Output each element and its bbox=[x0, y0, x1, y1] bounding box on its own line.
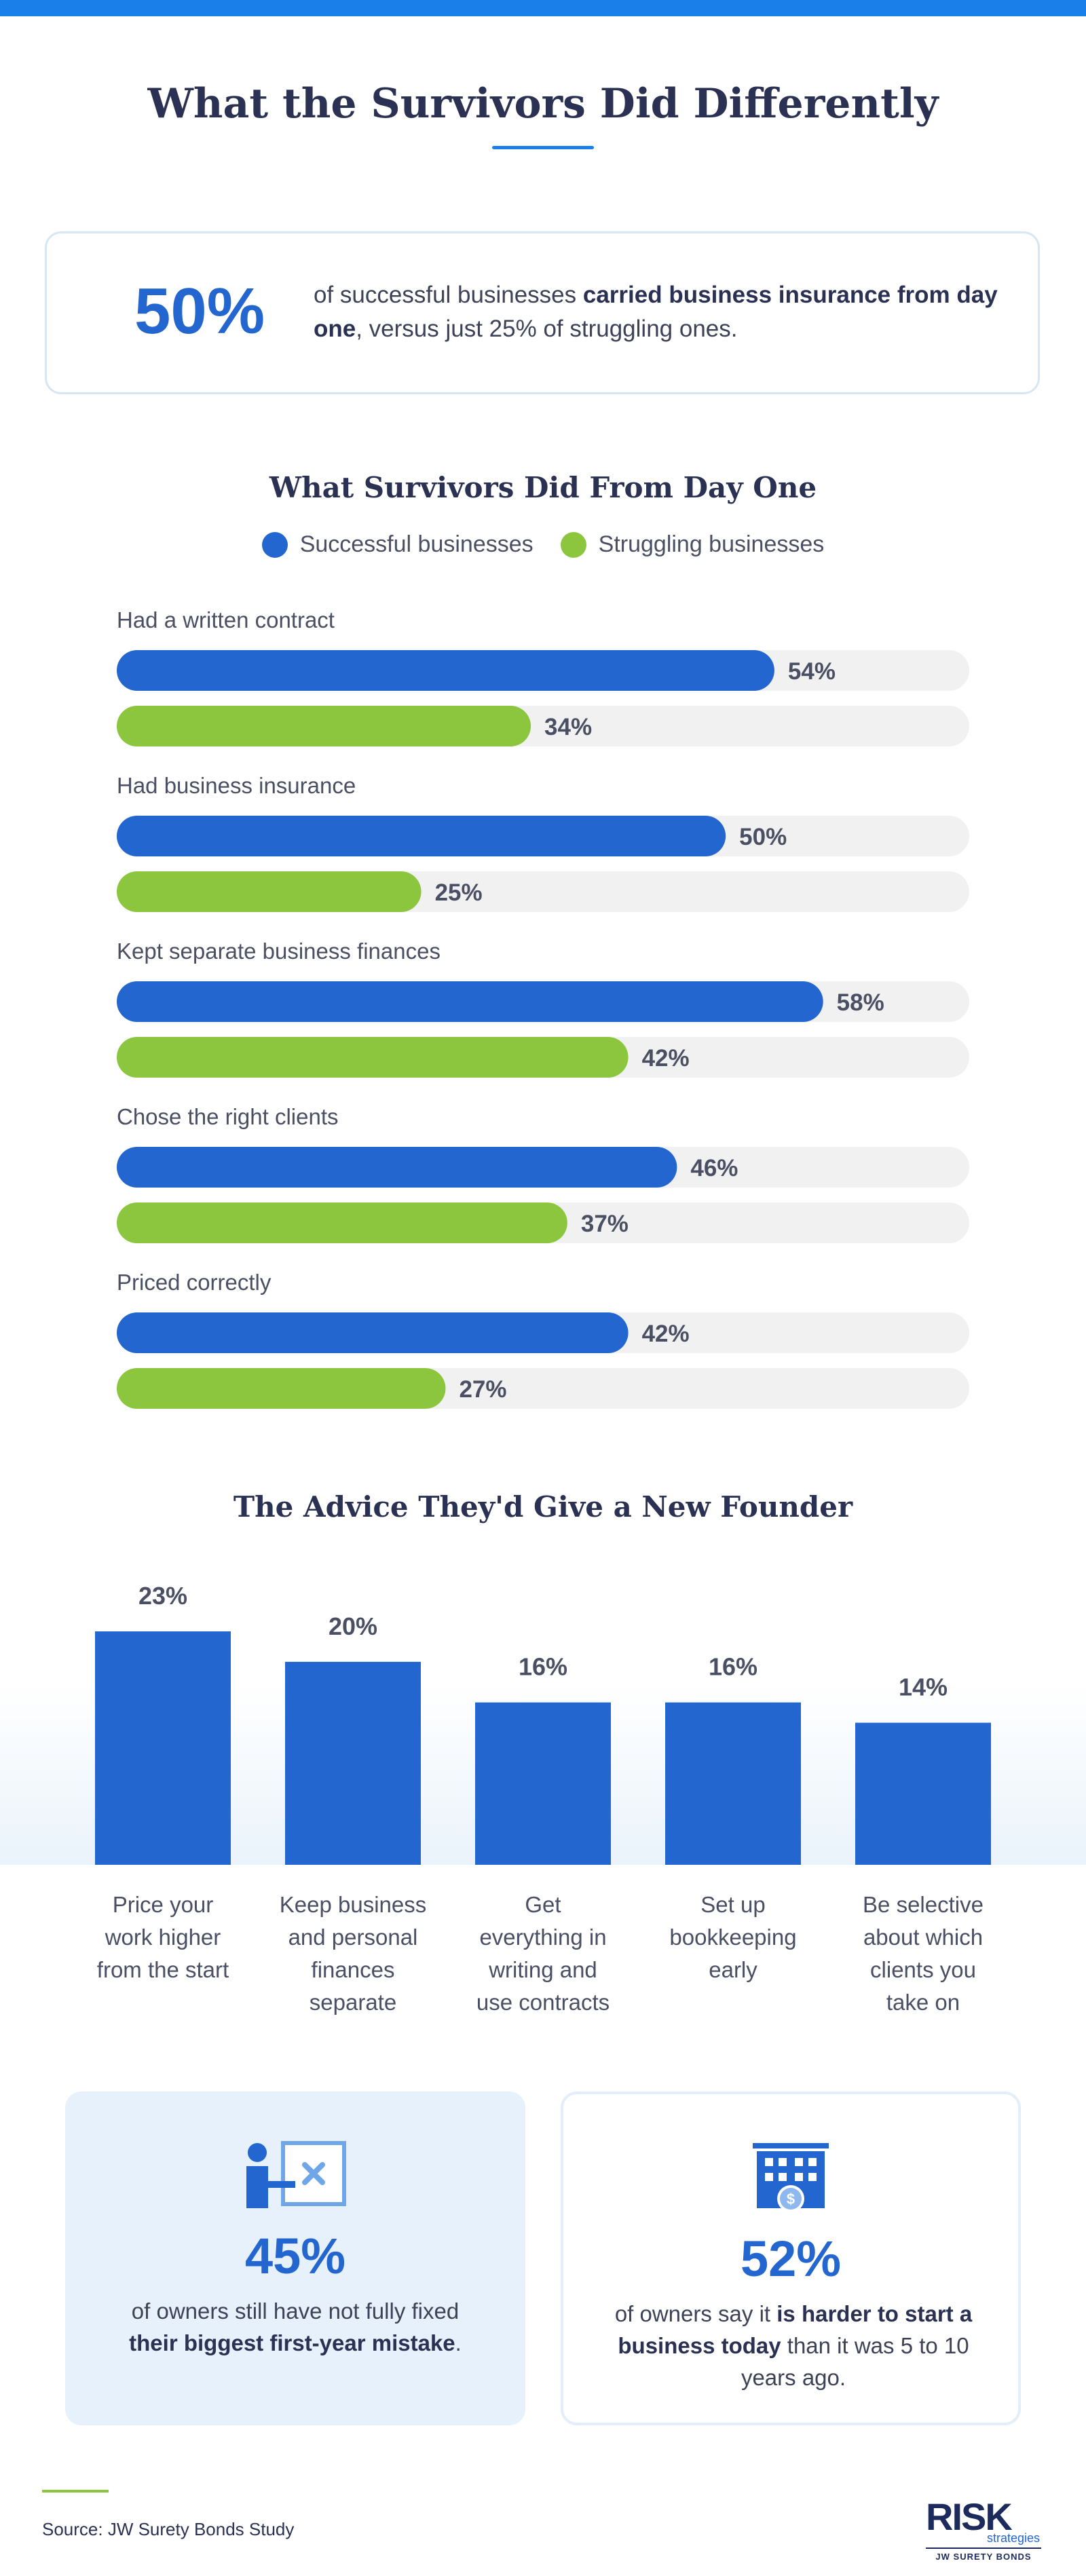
logo-subword: strategies bbox=[987, 2531, 1040, 2545]
legend-label-successful: Successful businesses bbox=[299, 531, 533, 557]
advice-bar-value: 16% bbox=[519, 1653, 567, 1681]
bar-struggling bbox=[117, 1368, 446, 1409]
source-note: Source: JW Surety Bonds Study bbox=[42, 2519, 295, 2539]
presentation-icon bbox=[65, 2140, 525, 2214]
bar-successful bbox=[117, 1147, 677, 1188]
advice-bar bbox=[285, 1661, 421, 1865]
bar-value-label: 50% bbox=[739, 824, 787, 850]
section-title-day-one: What Survivors Did From Day One bbox=[269, 471, 817, 504]
building-dollar-icon: $ bbox=[563, 2143, 1018, 2217]
bar-value-label: 37% bbox=[581, 1211, 629, 1237]
section-title-advice: The Advice They'd Give a New Founder bbox=[233, 1490, 853, 1523]
bar-category-label: Kept separate business finances bbox=[117, 939, 441, 964]
bar-value-label: 42% bbox=[642, 1321, 690, 1347]
advice-category-label: Set up bookkeeping early bbox=[669, 1892, 796, 1982]
legend-swatch-successful bbox=[261, 531, 288, 558]
stat-card-harder: $ 52% of owners say it is harder to star… bbox=[561, 2091, 1021, 2425]
advice-bar-value: 14% bbox=[899, 1673, 948, 1701]
horizontal-bar-chart: Had a written contract 54% 34% Had business… bbox=[117, 607, 969, 1409]
highlight-stat-box bbox=[45, 231, 1040, 394]
bar-struggling bbox=[117, 1037, 629, 1078]
legend-item-struggling: Struggling businesses bbox=[560, 531, 825, 558]
bar-value-label: 46% bbox=[690, 1155, 738, 1181]
vertical-bar-chart: 23% Price your work higher from the start 20… bbox=[95, 1582, 991, 2015]
svg-text:$: $ bbox=[787, 2191, 795, 2208]
stat-card-mistake-text: of owners still have not fully fixed the… bbox=[129, 2298, 462, 2355]
advice-bar-value: 20% bbox=[329, 1612, 377, 1640]
bar-value-label: 27% bbox=[459, 1376, 506, 1403]
highlight-stat-text: of successful businesses carried busines… bbox=[314, 282, 998, 342]
page-title: What the Survivors Did Differently bbox=[147, 80, 939, 128]
bar-category-label: Had business insurance bbox=[117, 773, 356, 798]
chart-legend: Successful businesses Struggling busines… bbox=[0, 531, 1086, 558]
footer-rule bbox=[42, 2490, 109, 2493]
bar-value-label: 34% bbox=[544, 714, 592, 740]
advice-bar-value: 16% bbox=[709, 1653, 757, 1681]
stat-card-mistake-value: 45% bbox=[244, 2228, 346, 2284]
bar-value-label: 42% bbox=[642, 1045, 690, 1072]
bar-successful bbox=[117, 816, 726, 856]
logo-wordmark: RISK bbox=[926, 2495, 1012, 2538]
bar-value-label: 25% bbox=[435, 879, 483, 906]
advice-bar bbox=[665, 1702, 801, 1865]
bar-value-label: 54% bbox=[788, 658, 836, 685]
advice-bar bbox=[855, 1722, 991, 1865]
advice-category-label: Get everything in writing and use contracts bbox=[476, 1892, 610, 2015]
bar-category-label: Chose the right clients bbox=[117, 1104, 339, 1129]
stat-card-mistake: 45% of owners still have not fully fixed… bbox=[65, 2091, 525, 2425]
advice-category-label: Keep business and personal finances separat… bbox=[280, 1892, 426, 2015]
bar-category-label: Priced correctly bbox=[117, 1270, 272, 1295]
bar-struggling bbox=[117, 706, 531, 746]
legend-item-successful: Successful businesses bbox=[261, 531, 533, 558]
stat-card-harder-text: of owners say it is harder to start a bu… bbox=[614, 2301, 973, 2390]
stat-card-harder-value: 52% bbox=[740, 2231, 842, 2287]
bar-successful bbox=[117, 650, 774, 691]
bar-struggling bbox=[117, 1202, 567, 1243]
risk-strategies-logo: RISK strategies JW SURETY BONDS bbox=[926, 2495, 1041, 2562]
advice-bar bbox=[95, 1631, 231, 1865]
legend-label-struggling: Struggling businesses bbox=[598, 531, 825, 557]
bar-successful bbox=[117, 1312, 629, 1353]
legend-swatch-struggling bbox=[560, 531, 586, 558]
advice-category-label: Be selective about which clients you take o… bbox=[863, 1892, 984, 2015]
advice-category-label: Price your work higher from the start bbox=[97, 1892, 229, 1982]
advice-bar-value: 23% bbox=[138, 1582, 187, 1610]
advice-bar bbox=[475, 1702, 611, 1865]
top-accent-bar bbox=[0, 0, 1086, 16]
bar-value-label: 58% bbox=[837, 989, 884, 1016]
title-underline bbox=[492, 146, 594, 149]
bar-category-label: Had a written contract bbox=[117, 607, 335, 632]
bar-struggling bbox=[117, 871, 422, 912]
highlight-stat-value: 50% bbox=[134, 275, 265, 347]
logo-tagline: JW SURETY BONDS bbox=[935, 2552, 1031, 2562]
bar-successful bbox=[117, 981, 823, 1022]
